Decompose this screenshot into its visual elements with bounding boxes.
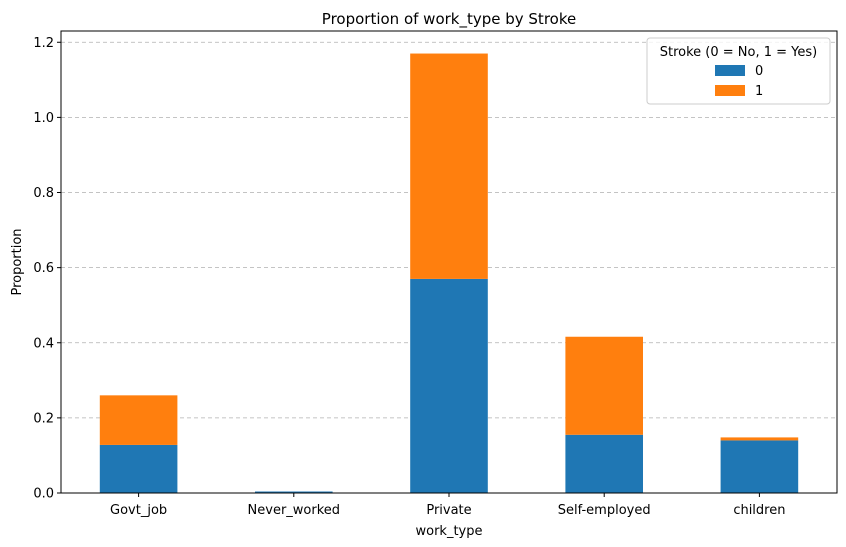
bar-never-worked-stroke-0 [255, 491, 333, 493]
x-tick-label: children [733, 503, 785, 518]
y-tick-label: 0.2 [33, 411, 54, 426]
y-axis: 0.0 0.2 0.4 0.6 0.8 1.0 1.2 [33, 36, 61, 502]
legend-label-1: 1 [755, 84, 763, 99]
bar-children-stroke-0 [720, 440, 799, 493]
x-axis-label: work_type [416, 524, 483, 539]
legend-label-0: 0 [755, 64, 763, 79]
y-tick-label: 0.6 [33, 261, 54, 276]
y-tick-label: 0.8 [33, 186, 54, 201]
legend-title: Stroke (0 = No, 1 = Yes) [660, 45, 818, 60]
bar-children-stroke-1 [720, 437, 799, 441]
x-tick-label: Never_worked [248, 503, 341, 518]
legend: Stroke (0 = No, 1 = Yes) 01 [646, 37, 831, 105]
y-tick-label: 1.2 [33, 36, 54, 51]
y-axis-label: Proportion [10, 228, 25, 295]
legend-swatch-0 [715, 65, 745, 76]
bar-self-employed-stroke-0 [565, 434, 643, 493]
bars [99, 53, 799, 493]
x-tick-label: Self-employed [558, 503, 651, 518]
legend-items: 01 [715, 64, 763, 99]
y-tick-label: 0.0 [33, 487, 54, 502]
bar-self-employed-stroke-1 [565, 336, 643, 435]
bar-govt-job-stroke-1 [99, 395, 178, 445]
y-tick-label: 0.4 [33, 336, 54, 351]
bar-private-stroke-1 [410, 53, 488, 279]
x-axis: Govt_job Never_worked Private Self-employed… [110, 493, 785, 518]
x-tick-label: Private [426, 503, 471, 518]
x-tick-label: Govt_job [110, 503, 167, 518]
legend-swatch-1 [715, 85, 745, 96]
y-tick-label: 1.0 [33, 111, 54, 126]
bar-govt-job-stroke-0 [99, 444, 178, 493]
bar-private-stroke-0 [410, 278, 488, 493]
chart-title: Proportion of work_type by Stroke [322, 10, 576, 29]
